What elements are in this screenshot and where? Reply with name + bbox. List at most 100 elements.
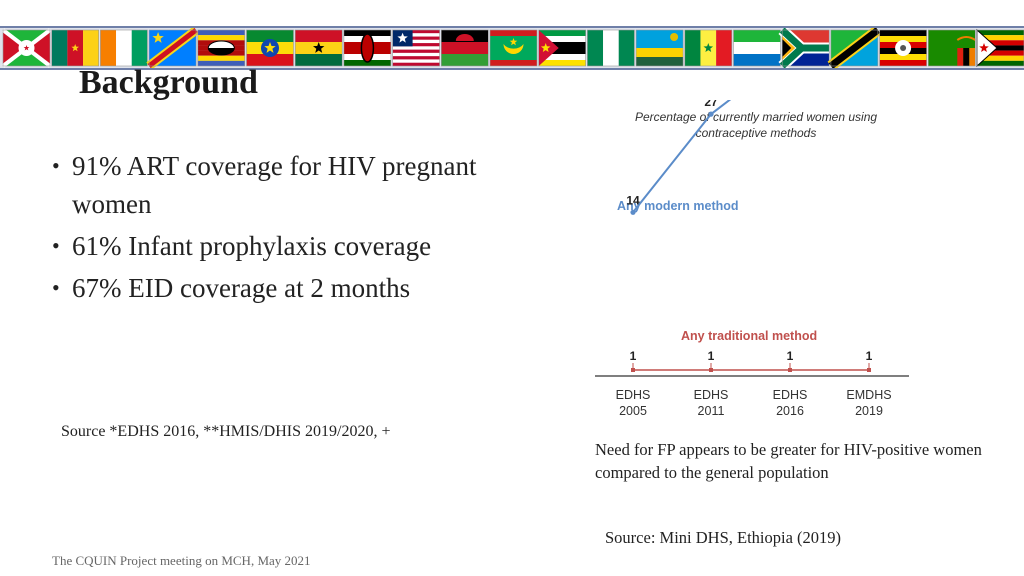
legend-modern-label: Any modern method	[617, 199, 739, 213]
x-tick-label-survey: EDHS	[773, 388, 808, 402]
traditional-point	[788, 368, 792, 372]
flag-zimbabwe-part	[977, 35, 1024, 41]
chart-title-line-2: contraceptive methods	[696, 126, 817, 140]
flag-rwanda-part	[636, 48, 684, 57]
flag-mozambique-part	[538, 54, 586, 60]
modern-value-label: 27	[704, 100, 718, 109]
x-tick-label-year: 2016	[776, 404, 804, 418]
flag-senegal-part	[716, 30, 732, 66]
flag-liberia-part	[392, 59, 440, 63]
fp-need-note: Need for FP appears to be greater for HI…	[595, 440, 982, 482]
x-tick-label-year: 2005	[619, 404, 647, 418]
series-line-modern	[632, 100, 732, 213]
flag-ivory-coast-part	[100, 30, 117, 66]
flag-malawi-part	[441, 42, 489, 54]
flag-sierra-leone-part	[733, 30, 781, 42]
flag-kenya-part	[360, 33, 375, 63]
flag-liberia-part	[392, 43, 440, 47]
flag-ethiopia-part	[246, 30, 294, 42]
flag-liberia-part	[392, 39, 440, 44]
flag-zimbabwe-icon	[976, 29, 1024, 67]
flag-mozambique-part	[538, 60, 586, 66]
flag-sierra-leone-icon	[733, 29, 781, 67]
star-icon	[397, 32, 408, 43]
modern-point	[630, 209, 636, 215]
flag-ethiopia-part	[246, 54, 294, 66]
star-icon	[264, 42, 276, 53]
flag-senegal-part	[684, 30, 701, 66]
star-icon	[23, 45, 30, 51]
flag-south-africa-part	[779, 28, 830, 68]
flag-ghana-part	[295, 54, 343, 66]
flag-sierra-leone-part	[733, 42, 781, 54]
flag-zambia-part	[956, 36, 976, 41]
flag-uganda-part	[879, 54, 927, 60]
flag-zambia-part	[969, 48, 976, 66]
flag-liberia-part	[392, 49, 440, 53]
star-icon	[979, 43, 989, 52]
flag-cameroon-icon	[51, 29, 100, 67]
flag-kenya-icon	[343, 29, 392, 67]
flag-malawi-part	[441, 54, 489, 66]
chart-title-line-1: Percentage of currently married women us…	[635, 110, 877, 124]
legend-traditional-label: Any traditional method	[681, 329, 817, 343]
flag-ivory-coast-part	[131, 30, 148, 66]
x-tick-label-survey: EMDHS	[846, 388, 891, 402]
flag-ethiopia-icon	[246, 29, 294, 67]
flag-nigeria-part	[587, 30, 604, 66]
flag-eswatini-part	[197, 30, 245, 36]
flag-tanzania-icon	[830, 29, 879, 67]
traditional-value-label: 1	[787, 349, 794, 363]
contraceptive-chart: Percentage of currently married women us…	[595, 100, 909, 418]
flag-liberia-part	[392, 52, 440, 57]
star-icon	[509, 38, 518, 46]
flag-drc-part	[147, 28, 198, 68]
flag-sierra-leone-part	[733, 54, 781, 66]
star-icon	[703, 43, 714, 52]
traditional-point	[709, 368, 713, 372]
flag-cameroon-part	[51, 30, 68, 66]
flag-malawi-icon	[440, 29, 489, 67]
source-note-right: Source: Mini DHS, Ethiopia (2019)	[605, 528, 842, 547]
x-tick-label-survey: EDHS	[694, 388, 729, 402]
traditional-value-label: 1	[708, 349, 715, 363]
flag-mauritania-part	[503, 44, 524, 54]
flag-liberia-part	[392, 33, 440, 37]
flag-liberia-icon	[392, 29, 440, 67]
flag-mozambique-part	[538, 36, 586, 42]
modern-value-label: 14	[626, 193, 640, 207]
flag-ghana-icon	[294, 29, 343, 67]
flag-malawi-part	[455, 34, 474, 41]
flag-cameroon-part	[83, 30, 99, 66]
flag-kenya-part	[343, 30, 391, 36]
flag-rwanda-part	[670, 33, 679, 41]
flag-liberia-part	[392, 36, 440, 40]
traditional-point	[867, 368, 871, 372]
flag-liberia-part	[392, 30, 440, 34]
flag-zimbabwe-part	[977, 30, 1024, 36]
flag-eswatini-part	[197, 55, 245, 61]
flag-zimbabwe-part	[977, 40, 1024, 46]
flag-liberia-part	[392, 46, 440, 50]
flag-eswatini-icon	[197, 29, 246, 67]
flag-mozambique-part	[538, 30, 559, 66]
x-tick-label-year: 2011	[698, 404, 725, 418]
star-icon	[313, 42, 325, 53]
flag-mozambique-part	[538, 42, 586, 48]
flag-uganda-part	[879, 36, 927, 42]
traditional-value-label: 1	[866, 349, 873, 363]
traditional-value-label: 1	[630, 349, 637, 363]
flag-zambia-part	[957, 48, 964, 66]
star-icon	[152, 32, 164, 43]
flag-ghana-part	[295, 30, 343, 42]
flag-mauritania-icon	[489, 29, 538, 67]
traditional-point	[631, 368, 635, 372]
bullet-list: 91% ART coverage for HIV pregnant women …	[52, 147, 492, 311]
source-note-left: Source *EDHS 2016, **HMIS/DHIS 2019/2020…	[61, 423, 391, 440]
flag-kenya-part	[343, 60, 391, 66]
flag-burundi-icon	[2, 29, 51, 67]
flag-drc-icon	[148, 29, 197, 67]
star-icon	[540, 43, 551, 52]
flag-liberia-part	[392, 62, 440, 66]
flag-mozambique-icon	[538, 29, 587, 67]
